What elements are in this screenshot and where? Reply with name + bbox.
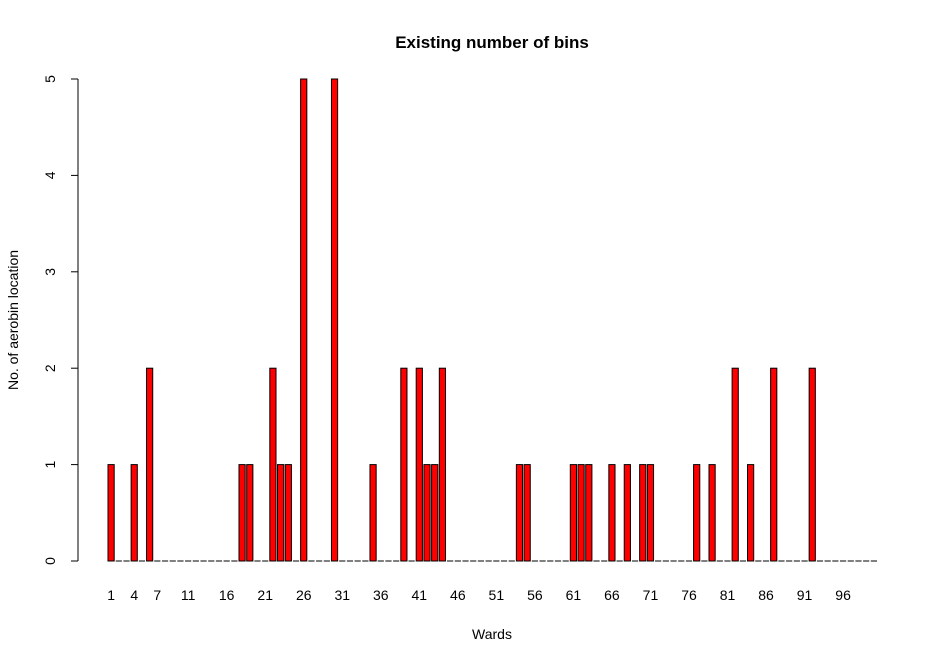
bar-ward-1 — [107, 464, 115, 562]
x-axis-label: Wards — [472, 626, 512, 642]
x-tick-label: 21 — [257, 587, 273, 603]
bar-ward-41 — [415, 367, 423, 562]
bar-ward-71 — [646, 464, 655, 562]
bar-ward-92 — [808, 367, 816, 562]
y-axis: 0 1 2 3 4 5 — [42, 75, 79, 565]
bar-ward-44 — [438, 367, 447, 562]
y-tick-label: 4 — [42, 171, 58, 179]
bar-ward-4 — [130, 464, 138, 562]
bar-ward-66 — [608, 464, 616, 562]
x-tick-label: 71 — [643, 587, 659, 603]
bar-ward-70 — [639, 464, 647, 562]
y-tick-label: 5 — [42, 75, 58, 83]
y-tick-label: 1 — [42, 460, 58, 468]
bar-ward-42 — [423, 464, 431, 562]
bar-ward-43 — [431, 464, 439, 562]
bar-ward-22 — [269, 367, 277, 562]
bar-ward-79 — [708, 464, 716, 562]
bar-ward-68 — [623, 464, 631, 562]
x-tick-label: 26 — [296, 587, 312, 603]
x-tick-label: 51 — [489, 587, 505, 603]
x-tick-label: 16 — [219, 587, 235, 603]
bar-ward-26 — [300, 78, 308, 562]
y-axis-label: No. of aerobin location — [5, 250, 21, 390]
bar-ward-62 — [577, 464, 585, 562]
bar-ward-30 — [330, 78, 339, 562]
bar-ward-18 — [238, 464, 246, 562]
x-tick-label: 7 — [153, 587, 161, 603]
x-tick-label: 91 — [797, 587, 813, 603]
x-tick-label: 76 — [681, 587, 697, 603]
bar-ward-23 — [277, 464, 285, 562]
x-tick-label: 11 — [181, 587, 196, 603]
chart-title: Existing number of bins — [395, 33, 589, 52]
bar-ward-84 — [747, 464, 755, 562]
bar-ward-63 — [585, 464, 593, 562]
x-tick-label: 41 — [412, 587, 428, 603]
bar-ward-39 — [400, 367, 408, 562]
bar-ward-55 — [523, 464, 531, 562]
bar-ward-82 — [731, 367, 739, 562]
x-tick-label: 1 — [107, 587, 115, 603]
bar-ward-61 — [569, 464, 577, 562]
bar-ward-77 — [693, 464, 701, 562]
x-tick-label: 31 — [334, 587, 350, 603]
x-tick-label: 46 — [450, 587, 466, 603]
bar-ward-24 — [284, 464, 292, 562]
x-tick-label: 61 — [566, 587, 582, 603]
x-tick-label: 4 — [130, 587, 138, 603]
bar-ward-87 — [770, 367, 778, 562]
x-tick-label: 86 — [758, 587, 774, 603]
bar-ward-19 — [246, 464, 254, 562]
x-tick-label: 66 — [604, 587, 620, 603]
x-tick-labels: 1 4 7 11 16 21 26 31 36 41 46 51 56 61 66 71 76 81 86 91 96 — [107, 587, 851, 603]
x-tick-label: 36 — [373, 587, 389, 603]
bar-ward-35 — [369, 464, 377, 562]
x-tick-label: 96 — [835, 587, 851, 603]
bars-group — [107, 78, 877, 562]
y-tick-label: 0 — [42, 557, 58, 565]
bar-ward-54 — [515, 464, 524, 562]
y-tick-label: 2 — [42, 364, 58, 372]
x-tick-label: 56 — [527, 587, 543, 603]
y-tick-label: 3 — [42, 268, 58, 276]
bar-ward-6 — [146, 367, 154, 562]
x-tick-label: 81 — [720, 587, 736, 603]
